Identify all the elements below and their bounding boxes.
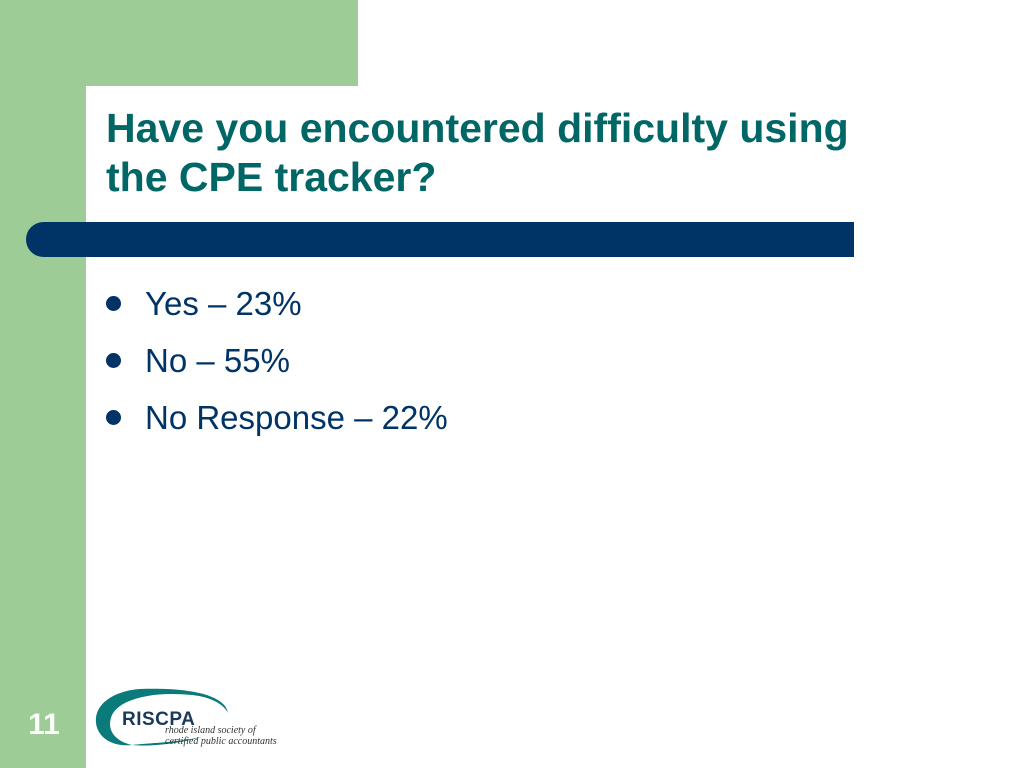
riscpa-logo: RISCPA bbox=[95, 688, 228, 746]
logo-tagline: rhode island society of certified public… bbox=[165, 725, 277, 747]
bullet-text: No – 55% bbox=[145, 341, 290, 379]
content-corner bbox=[86, 86, 146, 146]
slide-title-line-1: Have you encountered difficulty using bbox=[106, 105, 849, 151]
slide-title-line-2: the CPE tracker? bbox=[106, 154, 437, 200]
slide-number: 11 bbox=[28, 708, 60, 741]
logo-tagline-line-1: rhode island society of bbox=[165, 725, 256, 736]
logo-tagline-line-2: certified public accountants bbox=[165, 736, 277, 747]
bullet-list: Yes – 23% No – 55% No Response – 22% bbox=[104, 275, 448, 446]
bullet-dot-icon bbox=[106, 296, 121, 311]
bullet-dot-icon bbox=[106, 353, 121, 368]
bullet-item-no: No – 55% bbox=[104, 332, 448, 389]
logo-swoosh-icon bbox=[95, 688, 228, 746]
logo-swoosh-inner-icon bbox=[132, 737, 202, 746]
logo-wordmark: RISCPA bbox=[122, 709, 195, 730]
title-divider-bar bbox=[26, 222, 854, 257]
slide-title: Have you encountered difficulty using th… bbox=[106, 104, 966, 202]
bullet-text: Yes – 23% bbox=[145, 284, 302, 322]
green-accent-left bbox=[0, 0, 86, 768]
bullet-item-no-response: No Response – 22% bbox=[104, 389, 448, 446]
bullet-item-yes: Yes – 23% bbox=[104, 275, 448, 332]
bullet-dot-icon bbox=[106, 410, 121, 425]
bullet-text: No Response – 22% bbox=[145, 398, 448, 436]
